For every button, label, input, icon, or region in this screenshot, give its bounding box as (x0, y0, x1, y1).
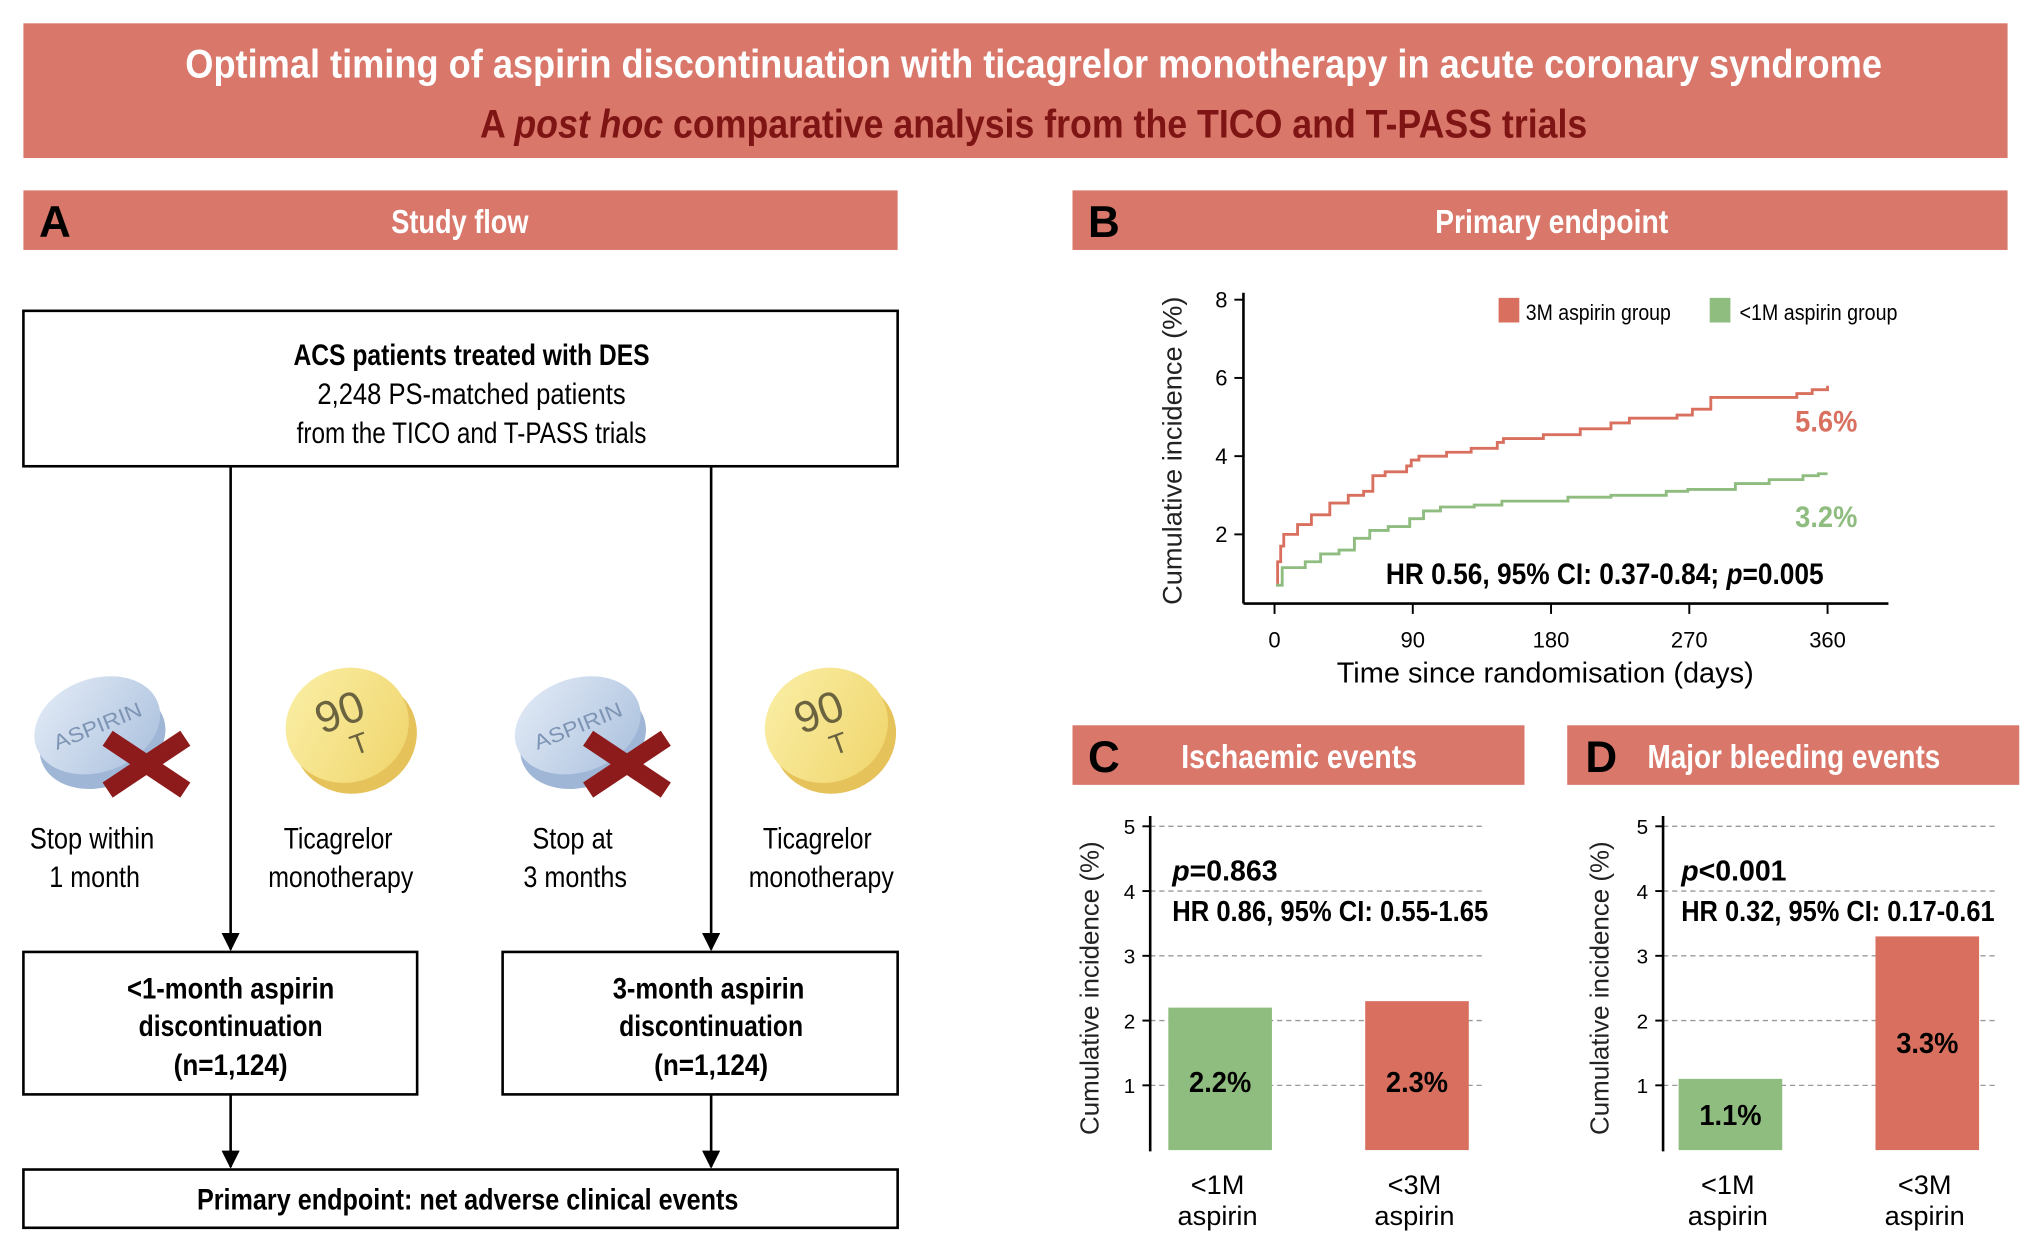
study-flow: ACS patients treated with DES 2,248 PS-m… (22, 309, 899, 1230)
bar-d-y-tick-label: 5 (1637, 816, 1649, 839)
bar-c-y-axis-label: Cumulative incidence (%) (1076, 841, 1104, 1135)
legend-label-1m: <1M aspirin group (1739, 300, 1897, 325)
km-y-axis-label: Cumulative incidence (%) (1156, 297, 1187, 605)
group-box-3m: 3-month aspirin discontinuation (n=1,124… (501, 950, 899, 1096)
pill-label-1a: Stop within (30, 822, 154, 855)
km-y-tick-label: 4 (1215, 444, 1227, 469)
panel-a-header: A Study flow (23, 190, 898, 250)
bar-d-y-tick-label: 1 (1637, 1075, 1649, 1098)
bar-c-y-tick-label: 4 (1124, 881, 1136, 904)
population-count: 2,248 PS-matched patients (317, 378, 625, 411)
km-series-line-3m (1276, 385, 1829, 587)
bar-d-x-label: aspirin (1885, 1200, 1965, 1231)
km-end-label-3m: 5.6% (1795, 405, 1857, 438)
km-x-tick-label: 0 (1268, 628, 1280, 653)
bar-c-y-tick-label: 1 (1124, 1075, 1136, 1098)
bar-c-bar (1168, 1007, 1272, 1151)
bar-d-bar-label: 3.3% (1896, 1028, 1958, 1060)
km-legend: 3M aspirin group <1M aspirin group (1498, 297, 1897, 325)
km-x-tick-label: 180 (1533, 628, 1570, 653)
bleeding-bar-chart: Cumulative incidence (%) p<0.001 HR 0.32… (1587, 815, 1995, 1231)
header-banner: Optimal timing of aspirin discontinuatio… (23, 23, 2008, 159)
bar-d-y-axis-label: Cumulative incidence (%) (1587, 841, 1615, 1135)
svg-text:discontinuation: discontinuation (139, 1010, 323, 1043)
pill-label-3b: 3 months (523, 861, 627, 894)
panel-letter-a: A (39, 198, 71, 247)
pill-label-4a: Ticagrelor (763, 822, 872, 855)
bar-d-p-value: p<0.001 (1680, 856, 1786, 888)
km-x-tick-label: 270 (1671, 628, 1708, 653)
bar-d-hr: HR 0.32, 95% CI: 0.17-0.61 (1681, 896, 1995, 928)
km-y-tick-label: 6 (1215, 366, 1227, 391)
bar-d-y-tick-label: 3 (1637, 946, 1649, 969)
km-y-tick-label: 2 (1215, 522, 1227, 547)
aspirin-pill-crossed-icon: ASPIRIN (34, 676, 191, 798)
km-end-label-1m: 3.2% (1795, 501, 1857, 534)
km-hr-annotation: HR 0.56, 95% CI: 0.37-0.84; p=0.005 (1386, 558, 1824, 591)
population-title: ACS patients treated with DES (293, 339, 649, 372)
svg-text:(n=1,124): (n=1,124) (654, 1049, 768, 1082)
bar-c-hr: HR 0.86, 95% CI: 0.55-1.65 (1172, 896, 1488, 928)
pill-label-2a: Ticagrelor (284, 822, 393, 855)
ticagrelor-pill-icon: 90 T (285, 667, 417, 794)
svg-text:(n=1,124): (n=1,124) (174, 1049, 288, 1082)
bar-c-bar-label: 2.3% (1386, 1067, 1448, 1099)
svg-text:3-month aspirin: 3-month aspirin (613, 973, 805, 1006)
bar-c-y-tick-label: 5 (1124, 816, 1136, 839)
bar-d-y-tick-label: 4 (1637, 881, 1649, 904)
km-x-tick-label: 90 (1401, 628, 1425, 653)
endpoint-text: Primary endpoint: net adverse clinical e… (197, 1184, 738, 1217)
aspirin-pill-crossed-icon: ASPIRIN (514, 676, 671, 798)
group-box-1m: <1-month aspirin discontinuation (n=1,12… (22, 950, 419, 1096)
bar-c-y-tick-label: 2 (1124, 1010, 1136, 1033)
bar-d-bar-label: 1.1% (1699, 1100, 1761, 1132)
bar-c-bar (1365, 1001, 1469, 1151)
title-line-1: Optimal timing of aspirin discontinuatio… (185, 42, 1882, 87)
panel-letter-b: B (1088, 198, 1120, 247)
bar-d-bar (1678, 1078, 1783, 1151)
svg-text:<1-month aspirin: <1-month aspirin (127, 973, 334, 1006)
bar-d-x-label: <3M (1898, 1169, 1952, 1200)
km-x-tick-label: 360 (1809, 628, 1846, 653)
bar-c-bar-label: 2.2% (1189, 1067, 1251, 1099)
bar-d-x-label: aspirin (1688, 1200, 1768, 1231)
legend-label-3m: 3M aspirin group (1526, 300, 1671, 325)
bar-c-y-tick-label: 3 (1124, 946, 1136, 969)
pill-label-4b: monotherapy (749, 861, 894, 894)
pill-label-1b: 1 month (49, 861, 140, 894)
panel-d-header: D Major bleeding events (1567, 725, 2020, 785)
ischaemic-bar-chart: Cumulative incidence (%) p=0.863 HR 0.86… (1076, 815, 1488, 1231)
svg-text:discontinuation: discontinuation (619, 1010, 803, 1043)
legend-swatch-1m (1709, 297, 1731, 323)
bar-c-x-label: <1M (1191, 1169, 1245, 1200)
km-series-line-1m (1276, 472, 1828, 587)
bar-d-bar (1875, 936, 1980, 1151)
km-y-tick-label: 8 (1215, 287, 1227, 312)
panel-c-header: C Ischaemic events (1072, 725, 1525, 785)
legend-swatch-3m (1498, 297, 1520, 323)
panel-title-d: Major bleeding events (1648, 739, 1941, 776)
panel-letter-d: D (1585, 733, 1617, 782)
title-line-2: A post hoc comparative analysis from the… (480, 101, 1587, 146)
panel-title-c: Ischaemic events (1181, 739, 1417, 776)
bar-c-x-label: <3M (1388, 1169, 1442, 1200)
pill-label-2b: monotherapy (268, 861, 413, 894)
km-chart: Cumulative incidence (%) Time since rand… (1156, 287, 1897, 689)
panel-title-a: Study flow (391, 204, 529, 241)
panel-b-header: B Primary endpoint (1072, 190, 2008, 250)
ticagrelor-pill-icon: 90 T (764, 667, 897, 794)
population-box (22, 309, 899, 468)
panel-letter-c: C (1088, 733, 1120, 782)
pill-label-3a: Stop at (532, 822, 613, 855)
bar-c-p-value: p=0.863 (1171, 856, 1277, 888)
bar-d-x-label: <1M (1701, 1169, 1755, 1200)
bar-c-x-label: aspirin (1177, 1200, 1257, 1231)
panel-title-b: Primary endpoint (1435, 204, 1668, 241)
bar-c-x-label: aspirin (1374, 1200, 1454, 1231)
bar-d-y-tick-label: 2 (1637, 1010, 1649, 1033)
endpoint-box (22, 1168, 899, 1230)
km-x-axis-label: Time since randomisation (days) (1337, 658, 1754, 690)
population-source: from the TICO and T-PASS trials (297, 417, 647, 450)
